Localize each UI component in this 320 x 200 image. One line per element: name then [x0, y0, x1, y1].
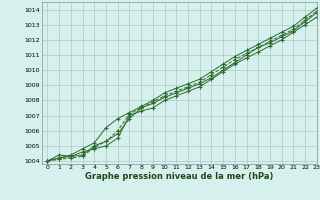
X-axis label: Graphe pression niveau de la mer (hPa): Graphe pression niveau de la mer (hPa) [85, 172, 273, 181]
